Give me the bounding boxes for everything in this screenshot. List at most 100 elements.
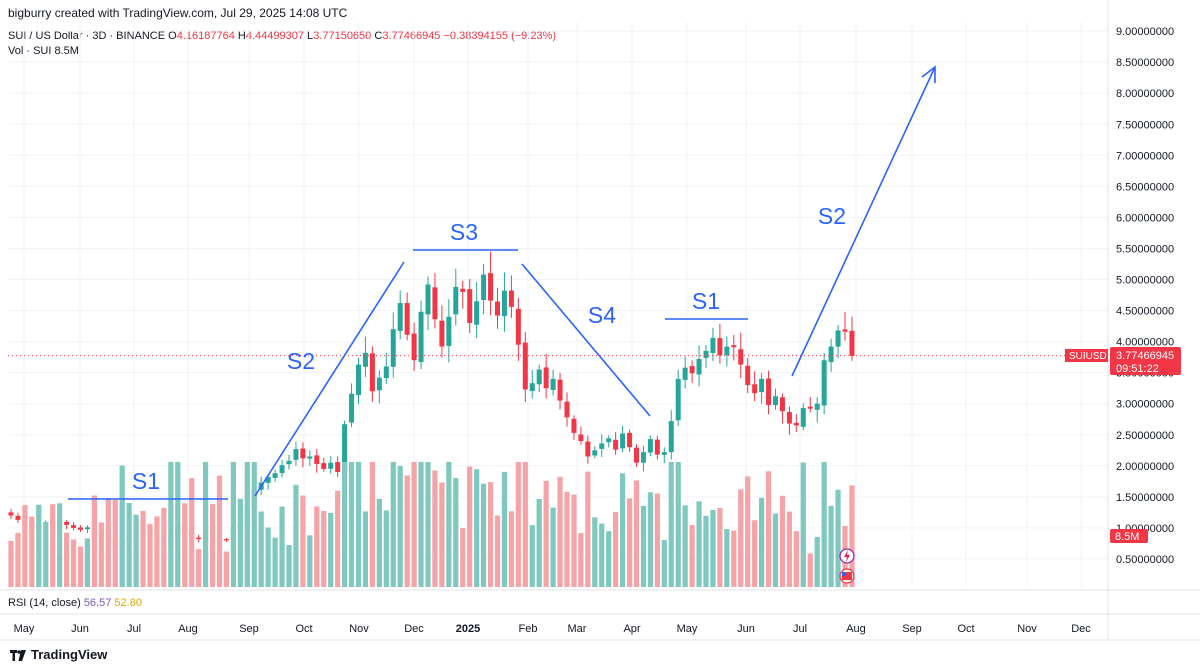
candle-up (661, 447, 667, 464)
volume-bar (251, 462, 257, 587)
candle-body (314, 455, 320, 464)
candle-body (682, 367, 688, 380)
volume-bar (731, 530, 737, 587)
candle-up (328, 455, 334, 474)
volume-bar (703, 515, 709, 587)
tradingview-footer[interactable]: TradingView (10, 647, 107, 662)
candle-body (661, 452, 667, 455)
lightning-icon-bolt (844, 550, 850, 562)
volume-bar (22, 505, 28, 587)
candle-body (807, 406, 813, 409)
volume-bar (161, 507, 167, 587)
candle-up (536, 364, 542, 393)
symbol-line[interactable]: SUI / US Dollar · 3D · BINANCE (8, 30, 166, 42)
candle-body (800, 408, 806, 427)
candle-up (620, 425, 626, 453)
candle-up (668, 410, 674, 460)
volume-bar (84, 538, 91, 587)
candle-body (536, 369, 542, 385)
chart-credit: bigburry created with TradingView.com, J… (8, 6, 348, 20)
rsi-ma-value: 52.80 (114, 597, 142, 609)
volume-bar (64, 532, 70, 587)
price-tick-label: 2.50000000 (1116, 430, 1174, 442)
volume-bar (689, 525, 695, 587)
annotation-label-s1-right: S1 (692, 288, 720, 314)
candle-body (814, 403, 820, 410)
candle-body (501, 290, 507, 317)
price-tick-label: 4.50000000 (1116, 306, 1174, 318)
candle-up (606, 435, 612, 448)
volume-bar (675, 462, 681, 587)
candle-down (321, 457, 327, 472)
volume-bar (467, 466, 473, 587)
volume-bar (369, 462, 375, 587)
volume-bar (223, 551, 230, 587)
candle-down (411, 322, 417, 372)
time-tick-label: Dec (404, 623, 424, 635)
volume-bar (279, 506, 285, 587)
candle-down (515, 297, 521, 361)
candle-body (828, 346, 834, 362)
volume-bar (425, 462, 431, 587)
volume-tag-value: 8.5M (1115, 531, 1139, 543)
volume-bar (717, 507, 723, 587)
lightning-icon (839, 548, 855, 564)
volume-bar (661, 540, 667, 587)
candle-up (453, 268, 459, 326)
volume-bar (300, 495, 306, 587)
price-tick-label: 2.00000000 (1116, 461, 1174, 473)
price-tick-label: 4.00000000 (1116, 337, 1174, 349)
price-tick-label: 7.50000000 (1116, 119, 1174, 131)
low-label: L (307, 30, 314, 42)
price-tick-label: 6.50000000 (1116, 181, 1174, 193)
volume-bar (355, 462, 362, 587)
time-tick-label: Jun (737, 623, 755, 635)
candle-body (522, 342, 528, 390)
candle-body (599, 443, 605, 449)
rsi-label[interactable]: RSI (14, close) (8, 597, 81, 609)
volume-bar (460, 528, 466, 587)
candle-body (425, 284, 431, 315)
volume-legend[interactable]: Vol · SUI 8.5M (8, 45, 79, 57)
time-tick-label: Jun (71, 623, 89, 635)
volume-bar (196, 548, 202, 587)
time-tick-label: Dec (1071, 623, 1091, 635)
candle-up (599, 434, 605, 458)
candle-body (724, 346, 730, 356)
volume-tag (1110, 529, 1148, 543)
volume-bar (70, 539, 77, 587)
candle-body (335, 461, 341, 473)
candle-body (731, 345, 737, 348)
volume-bar (439, 482, 445, 587)
candle-down (488, 251, 494, 316)
candle-down (300, 442, 306, 468)
volume-bar (606, 531, 612, 587)
candle-down (793, 414, 799, 432)
candle-body (8, 512, 14, 516)
candle-down (564, 392, 570, 427)
price-tick-label: 1.50000000 (1116, 492, 1174, 504)
candle-body (821, 360, 827, 406)
candle-body (272, 473, 278, 478)
candle-body (786, 412, 792, 424)
candle-up (759, 372, 765, 404)
rsi-legend[interactable]: RSI (14, close) 56.57 52.80 (8, 597, 142, 609)
candle-body (585, 441, 591, 457)
volume-bar (571, 494, 577, 587)
annotation-line-s2-left (254, 261, 405, 497)
candle-body (474, 301, 480, 325)
volume-bar (342, 462, 348, 587)
candle-up (724, 336, 730, 367)
us-flag-icon-stripes (842, 572, 852, 580)
volume-bar (550, 507, 556, 587)
candle-down (571, 415, 577, 440)
annotation-label-s1-left: S1 (132, 468, 160, 494)
high-value: 4.44499307 (245, 30, 304, 42)
candle-body (745, 365, 751, 386)
candle-body (342, 424, 348, 472)
volume-bar (835, 489, 841, 587)
candle-body (689, 366, 695, 374)
volume-bar (57, 503, 63, 587)
volume-label[interactable]: Vol · SUI (8, 45, 52, 57)
